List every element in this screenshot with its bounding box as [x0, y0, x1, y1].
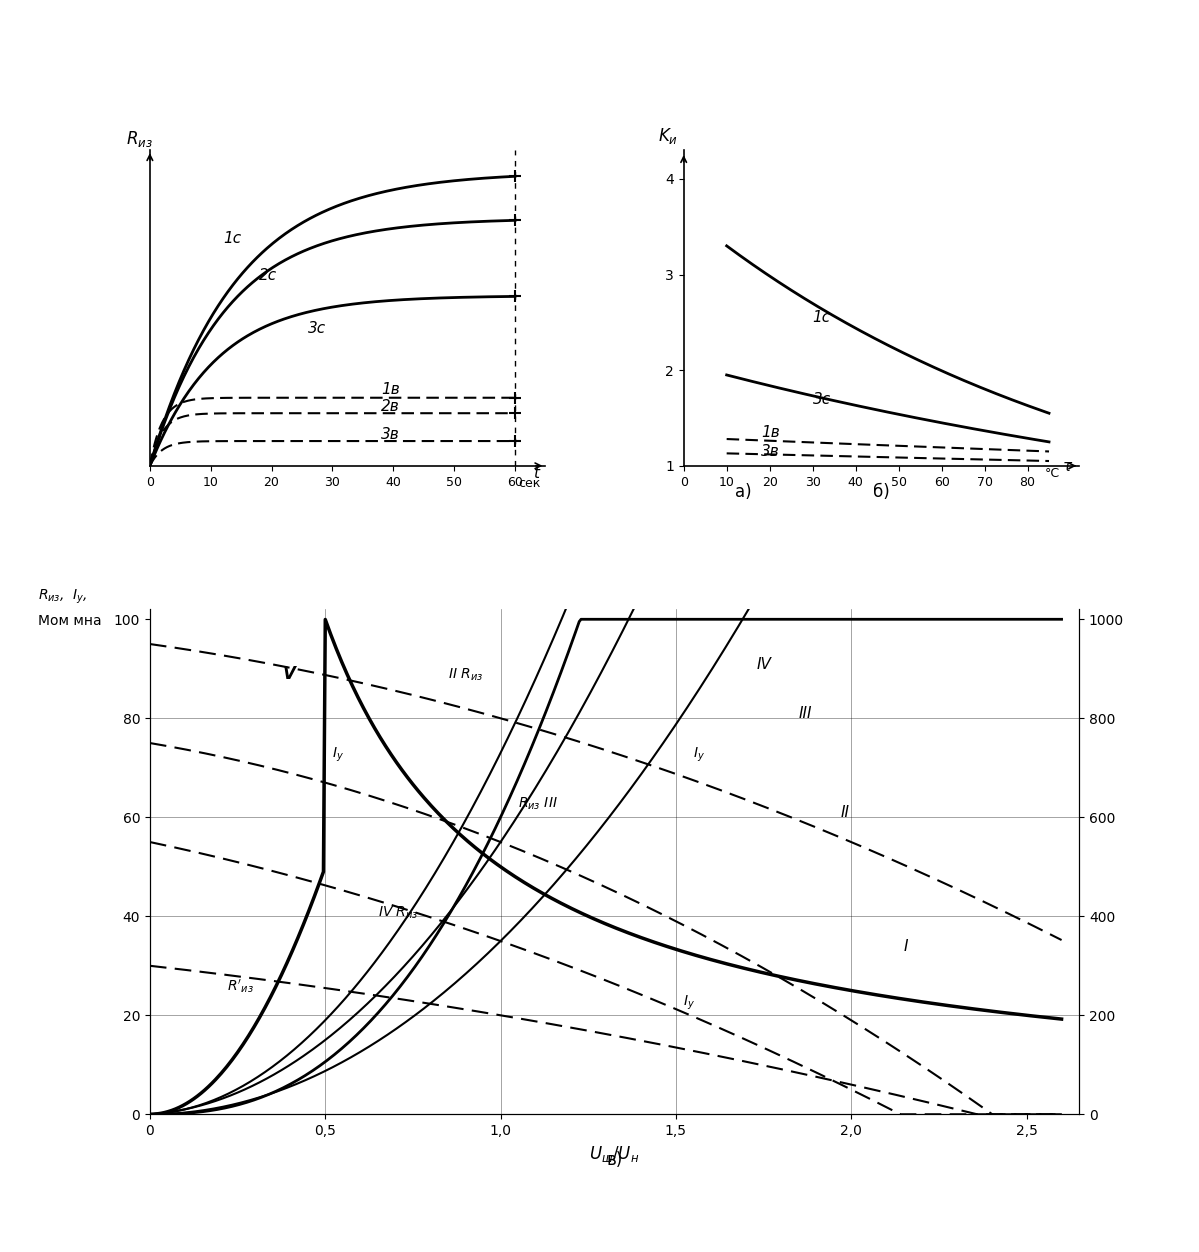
Text: 3с: 3с: [308, 321, 326, 336]
Text: I: I: [904, 939, 909, 954]
Text: 3с: 3с: [813, 392, 831, 407]
Text: IV $R_{из}$: IV $R_{из}$: [378, 904, 418, 920]
Text: $R'_{из}$: $R'_{из}$: [227, 978, 254, 995]
Text: б): б): [873, 483, 890, 501]
Text: II: II: [840, 805, 850, 820]
Text: III: III: [799, 706, 812, 721]
Text: 1в: 1в: [761, 426, 779, 441]
Text: V: V: [283, 665, 296, 682]
Text: $R_{из}$ III: $R_{из}$ III: [518, 795, 558, 811]
Text: $I_у$: $I_у$: [693, 746, 705, 764]
Text: 3в: 3в: [381, 427, 399, 442]
Text: $I_у$: $I_у$: [683, 994, 695, 1012]
X-axis label: $U_{ш}/U_{н}$: $U_{ш}/U_{н}$: [590, 1143, 639, 1163]
Text: 1в: 1в: [381, 382, 399, 397]
Text: °С: °С: [1044, 467, 1060, 481]
Text: II $R_{из}$: II $R_{из}$: [448, 666, 483, 684]
Text: Мом мна: Мом мна: [38, 613, 102, 627]
Text: 2в: 2в: [381, 399, 399, 414]
Text: в): в): [607, 1151, 622, 1169]
Text: 2с: 2с: [259, 268, 277, 283]
Text: 3в: 3в: [761, 444, 779, 459]
Text: $R_{из}$,  $I_у$,: $R_{из}$, $I_у$,: [38, 587, 88, 606]
Text: $K_{и}$: $K_{и}$: [658, 125, 677, 145]
Text: 1с: 1с: [813, 310, 831, 326]
Text: $R_{из}$: $R_{из}$: [126, 129, 152, 149]
Text: $I_у$: $I_у$: [332, 746, 344, 764]
Text: 1с: 1с: [223, 232, 241, 247]
Text: t: t: [534, 466, 540, 481]
Text: IV: IV: [757, 657, 771, 672]
Text: $\tau$: $\tau$: [1062, 458, 1073, 473]
Text: а): а): [735, 483, 752, 501]
Text: сек: сек: [518, 477, 541, 491]
